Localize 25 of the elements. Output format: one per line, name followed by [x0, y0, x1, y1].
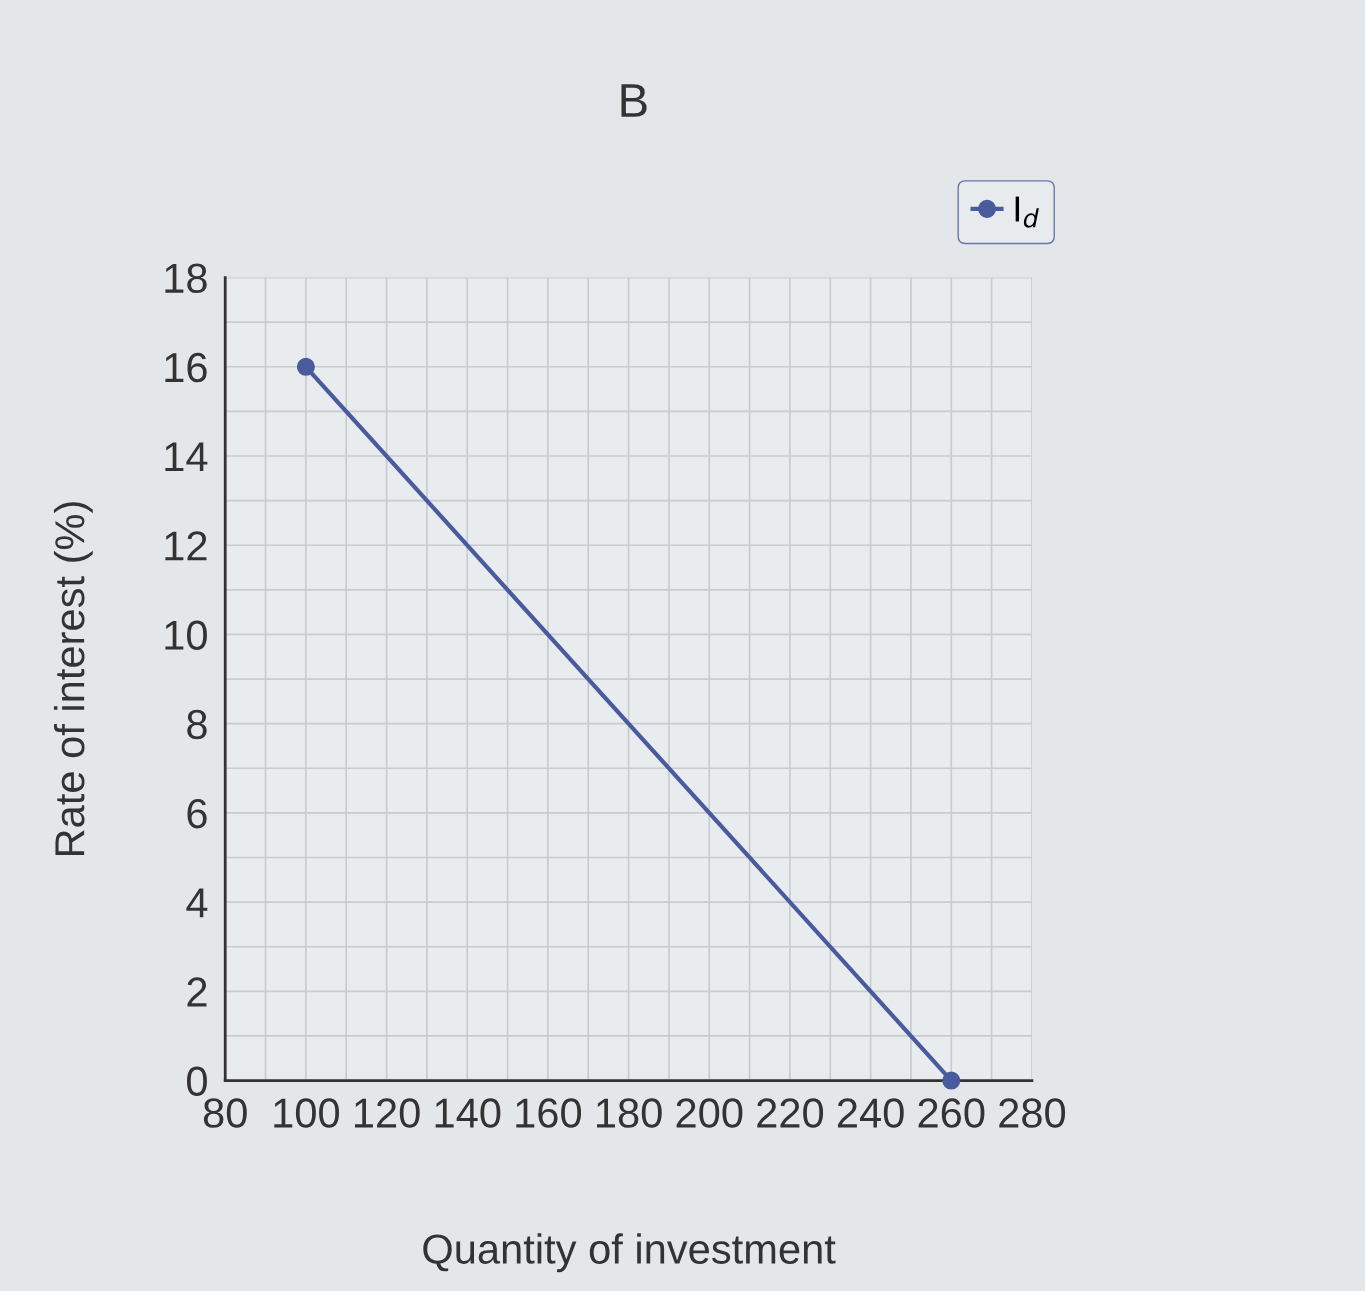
x-tick-label: 140 — [435, 1098, 501, 1128]
y-tick-label: 14 — [165, 442, 208, 472]
x-tick-label: 100 — [274, 1098, 340, 1128]
x-tick-label: 220 — [757, 1098, 824, 1128]
x-tick-label: 180 — [597, 1098, 662, 1128]
chart-title: B — [621, 84, 647, 117]
y-tick-label: 8 — [187, 709, 207, 740]
y-tick-label: 18 — [165, 263, 207, 294]
y-tick-label: 0 — [187, 1066, 207, 1097]
x-tick-label: 240 — [837, 1098, 904, 1128]
y-axis-title: Rate of interest (%) — [53, 502, 93, 856]
x-tick-label: 120 — [354, 1098, 420, 1128]
y-tick-label: 16 — [165, 352, 207, 383]
y-tick-label: 10 — [165, 620, 207, 650]
x-tick-label: 280 — [999, 1098, 1066, 1128]
y-tick-label: 6 — [187, 798, 207, 829]
y-tick-label: 4 — [186, 888, 208, 918]
y-tick-label: 2 — [187, 977, 207, 1007]
x-tick-label: 200 — [676, 1098, 743, 1128]
y-tick-label: 12 — [165, 531, 207, 561]
x-tick-label: 260 — [918, 1098, 985, 1128]
legend-label: I$_{d}$ — [1015, 196, 1039, 228]
x-tick-label: 80 — [203, 1098, 247, 1128]
x-tick-label: 160 — [516, 1098, 582, 1128]
x-axis-title: Quantity of investment — [423, 1233, 836, 1273]
